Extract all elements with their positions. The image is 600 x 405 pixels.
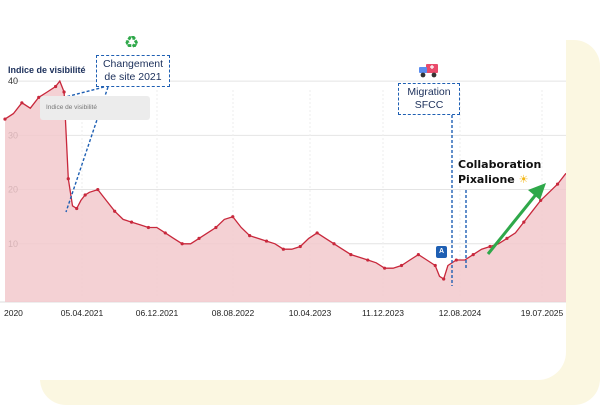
series-area <box>5 81 566 302</box>
data-point <box>442 277 446 281</box>
collab-annotation: Collaboration Pixalione ☀ <box>458 157 541 187</box>
chart-card: 10203040202005.04.202106.12.202108.08.20… <box>0 33 566 318</box>
callout-site-change: Changement de site 2021 <box>96 55 170 87</box>
data-point <box>20 101 24 105</box>
data-point <box>83 193 87 197</box>
collab-line1: Collaboration <box>458 158 542 171</box>
connector-line <box>57 86 105 100</box>
collab-line2: Pixalione <box>458 173 515 186</box>
y-tick-label: 40 <box>8 76 18 86</box>
data-point <box>248 234 252 238</box>
x-tick-label: 08.08.2022 <box>212 308 255 318</box>
data-point <box>522 220 526 224</box>
trend-arrowhead <box>528 183 546 200</box>
x-tick-label: 12.08.2024 <box>439 308 482 318</box>
data-point <box>454 258 458 262</box>
data-point <box>62 90 66 94</box>
data-point <box>163 231 167 235</box>
data-point <box>488 244 492 249</box>
data-point <box>197 236 201 240</box>
data-point <box>505 236 509 240</box>
data-point <box>113 209 117 213</box>
tooltip-label: Indice de visibilité <box>40 96 150 120</box>
data-point <box>349 253 353 257</box>
data-point <box>96 187 100 192</box>
data-point <box>54 84 58 89</box>
data-point <box>214 225 218 230</box>
data-point <box>129 220 134 224</box>
x-tick-label: 10.04.2023 <box>289 308 332 318</box>
data-point <box>399 263 404 268</box>
data-point <box>555 182 560 186</box>
data-point <box>264 239 269 243</box>
x-tick-label: 2020 <box>4 308 23 318</box>
data-point <box>231 215 235 219</box>
visibility-chart: 10203040202005.04.202106.12.202108.08.20… <box>0 76 566 318</box>
data-point <box>433 263 437 268</box>
annotation-badge: A <box>436 246 447 258</box>
callout-migration: Migration SFCC <box>398 83 460 115</box>
x-tick-label: 06.12.2021 <box>136 308 179 318</box>
data-point <box>75 206 79 211</box>
y-axis-label: Indice de visibilité <box>8 65 86 75</box>
sun-icon: ☀ <box>518 173 529 186</box>
data-point <box>66 177 70 181</box>
data-point <box>332 242 336 246</box>
x-tick-label: 19.07.2025 <box>521 308 564 318</box>
data-point <box>416 253 420 257</box>
data-point <box>315 231 319 235</box>
data-point <box>281 247 285 251</box>
data-point <box>180 242 184 246</box>
data-point <box>298 244 302 249</box>
data-point <box>3 117 7 121</box>
data-point <box>37 95 41 99</box>
data-point <box>471 253 475 257</box>
data-point <box>366 258 370 262</box>
data-point <box>383 266 387 270</box>
x-tick-label: 05.04.2021 <box>61 308 104 318</box>
recycle-icon: ♻ <box>124 33 140 53</box>
truck-icon <box>418 63 440 84</box>
x-tick-label: 11.12.2023 <box>362 308 404 318</box>
trend-arrow-icon <box>486 191 540 255</box>
data-point <box>146 225 151 230</box>
